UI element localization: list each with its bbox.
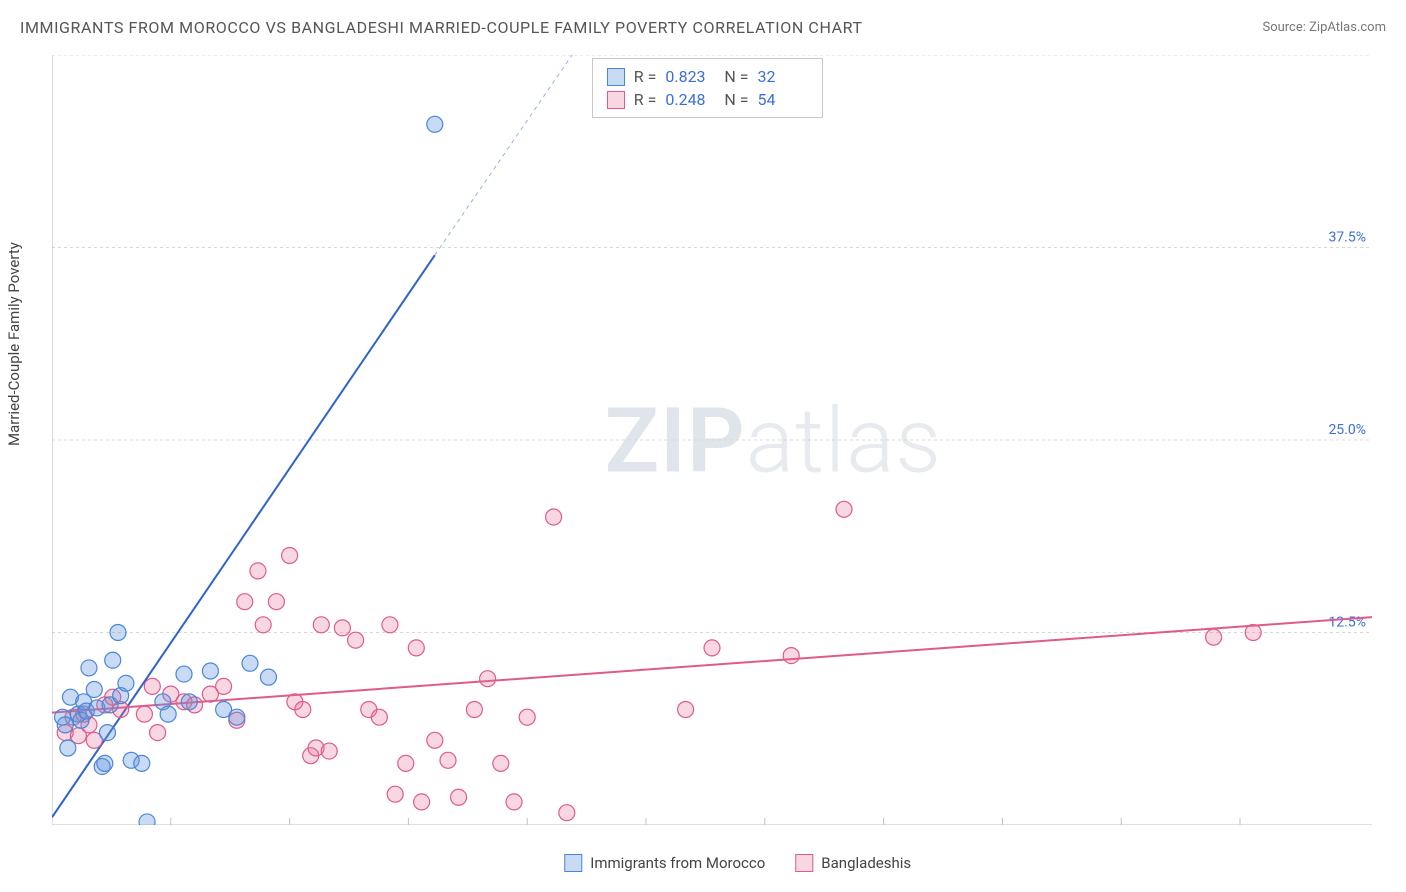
stats-box: R = 0.823 N = 32 R = 0.248 N = 54 xyxy=(592,58,823,118)
swatch-bangladeshi-icon xyxy=(795,854,813,872)
svg-text:25.0%: 25.0% xyxy=(1328,422,1366,438)
svg-text:37.5%: 37.5% xyxy=(1328,230,1366,246)
stats-row-bangladeshi: R = 0.248 N = 54 xyxy=(607,88,808,111)
swatch-morocco xyxy=(607,68,625,86)
y-axis-title: Married-Couple Family Poverty xyxy=(5,242,23,446)
scatter-chart: 0.0%50.0% 12.5%25.0%37.5%50.0% xyxy=(52,55,1372,825)
page-title: IMMIGRANTS FROM MOROCCO VS BANGLADESHI M… xyxy=(20,18,863,37)
swatch-morocco-icon xyxy=(564,854,582,872)
legend-item-bangladeshi: Bangladeshis xyxy=(795,854,911,872)
stats-row-morocco: R = 0.823 N = 32 xyxy=(607,65,808,88)
swatch-bangladeshi xyxy=(607,91,625,109)
legend: Immigrants from Morocco Bangladeshis xyxy=(564,854,911,872)
legend-item-morocco: Immigrants from Morocco xyxy=(564,854,765,872)
svg-text:12.5%: 12.5% xyxy=(1328,615,1366,631)
source-label: Source: ZipAtlas.com xyxy=(1262,20,1386,35)
